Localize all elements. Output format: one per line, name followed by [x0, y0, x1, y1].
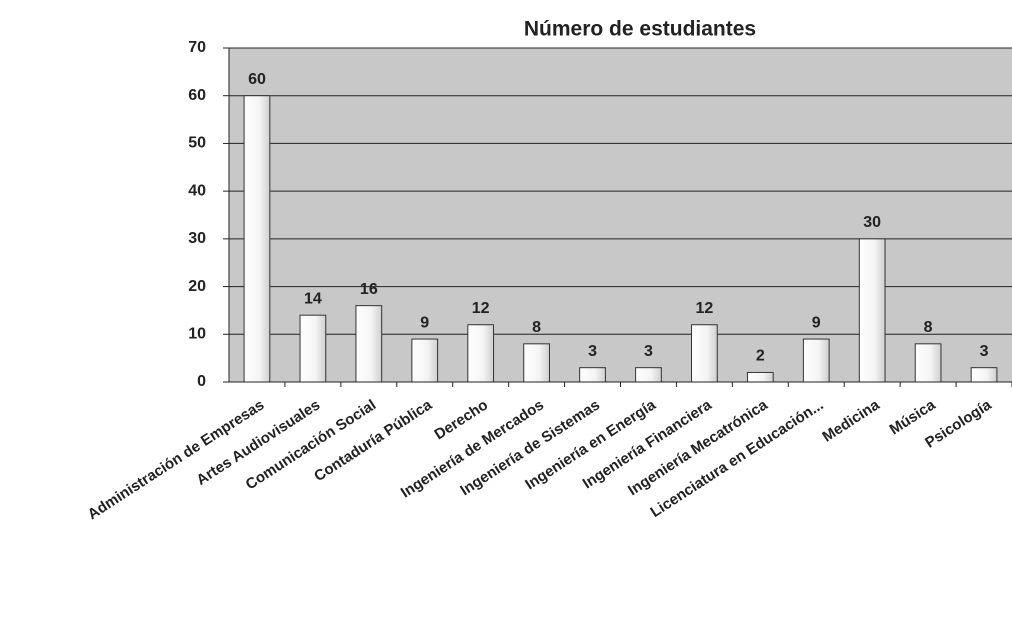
y-tick-label: 40	[188, 182, 206, 199]
data-label: 60	[248, 71, 266, 88]
y-tick-label: 0	[197, 373, 206, 390]
bar	[914, 343, 942, 383]
bar	[970, 367, 998, 383]
bar	[467, 324, 495, 383]
bar	[635, 367, 662, 383]
bar	[579, 367, 606, 383]
chart-title: Número de estudiantes	[524, 18, 756, 41]
y-tick-label: 10	[188, 326, 206, 343]
plot-area	[229, 48, 1012, 382]
y-tick-label: 30	[188, 230, 206, 247]
y-tick-label: 50	[188, 135, 206, 152]
y-tick-label: 70	[188, 39, 206, 56]
bar	[299, 314, 327, 383]
data-label: 9	[420, 314, 429, 331]
data-label: 2	[756, 348, 765, 365]
bar	[355, 305, 383, 383]
data-label: 3	[588, 343, 597, 360]
data-label: 16	[360, 281, 378, 298]
bar	[691, 324, 718, 383]
data-label: 8	[924, 319, 933, 336]
bar	[746, 371, 774, 383]
bar	[858, 238, 886, 383]
data-label: 3	[980, 343, 989, 360]
data-label: 9	[812, 314, 821, 331]
x-tick-label: Medicina	[819, 396, 883, 446]
y-tick-label: 60	[188, 87, 206, 104]
bar	[802, 338, 830, 383]
bar	[411, 338, 439, 383]
data-label: 12	[695, 300, 713, 317]
data-label: 12	[472, 300, 490, 317]
bar	[243, 95, 271, 383]
y-tick-label: 20	[188, 278, 206, 295]
data-label: 30	[863, 214, 881, 231]
data-label: 14	[304, 290, 322, 307]
data-label: 8	[532, 319, 541, 336]
data-label: 3	[644, 343, 653, 360]
bar	[523, 343, 550, 383]
